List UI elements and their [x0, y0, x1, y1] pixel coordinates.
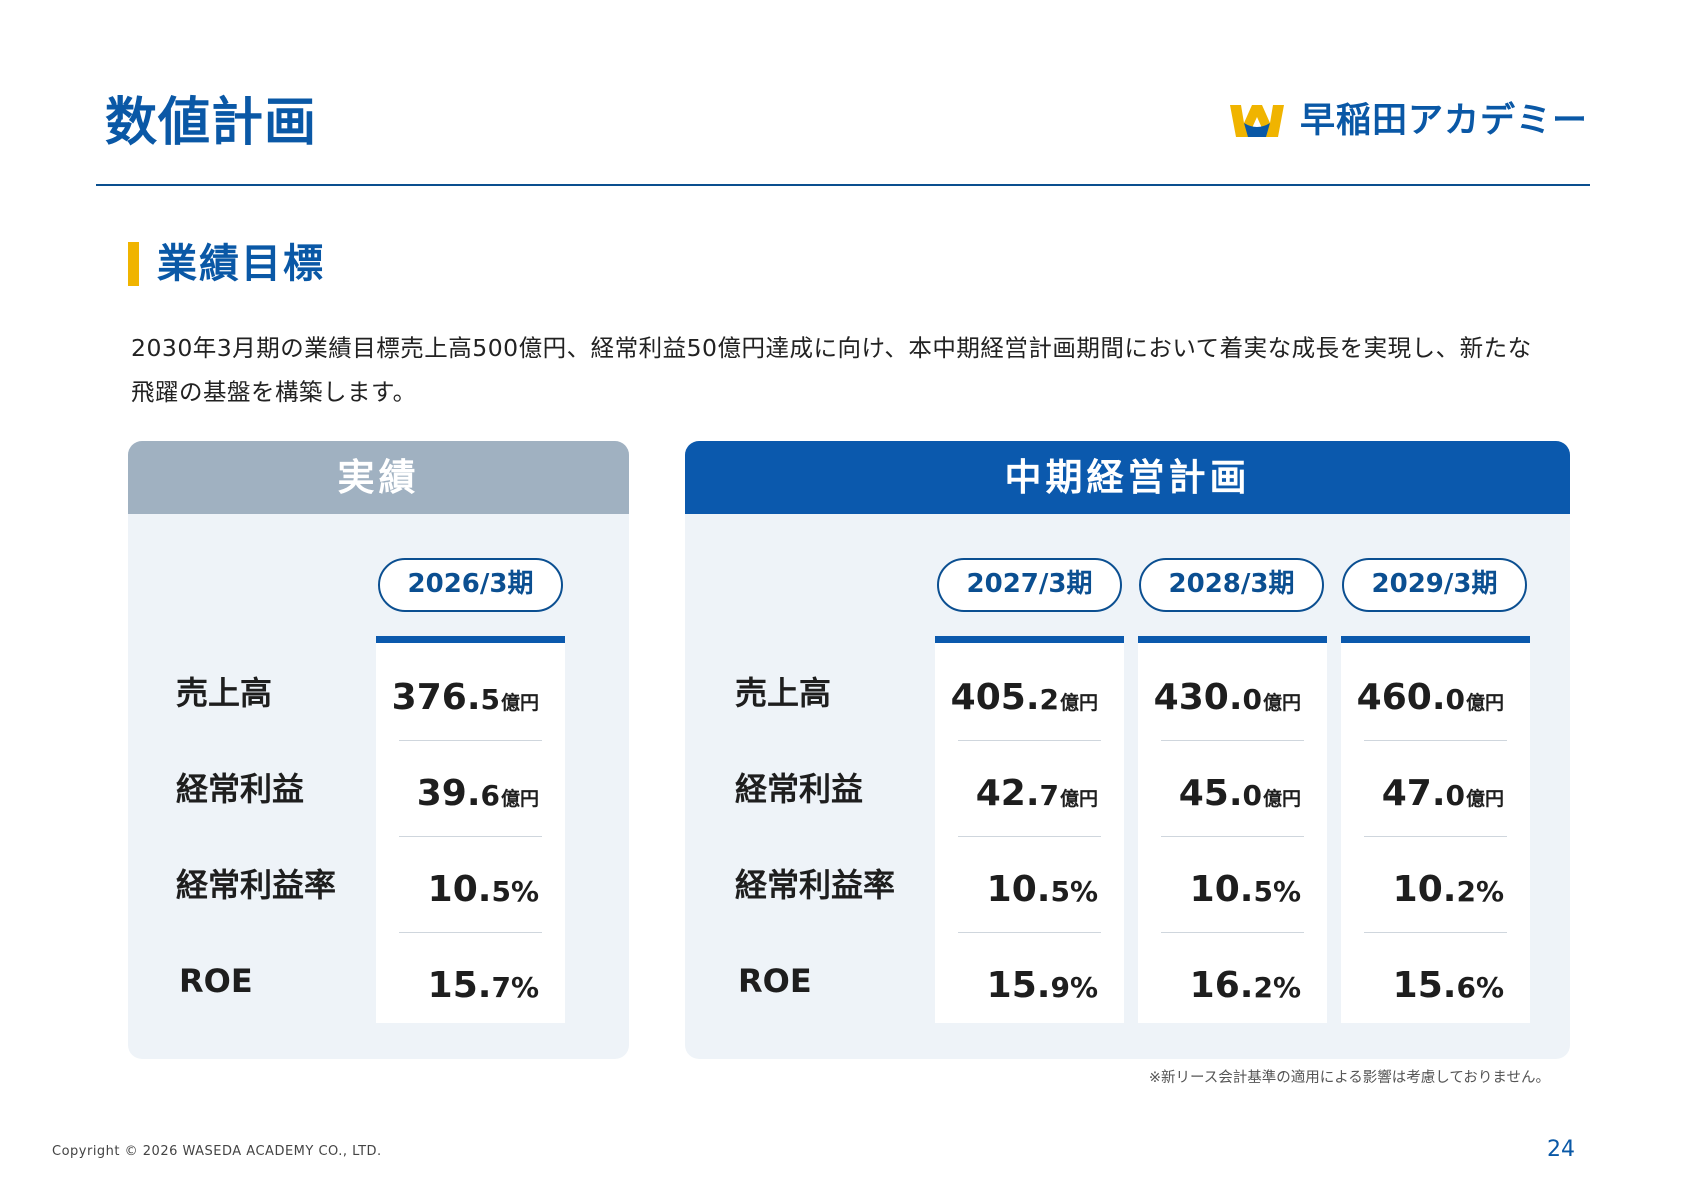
row-label-ordinary-margin: 経常利益率 [176, 866, 337, 904]
value-sales: 405. 2 億円 [950, 677, 1098, 718]
row-label-sales: 売上高 [176, 674, 273, 712]
row-label-ordinary-profit: 経常利益 [735, 770, 864, 808]
value-sales: 430. 0 億円 [1153, 677, 1301, 718]
plan-panel-heading: 中期経営計画 [685, 441, 1570, 514]
row-divider [958, 836, 1101, 837]
data-column: 376. 5 億円 39. 6 億円 10. 5% 15. 7% [376, 636, 565, 1023]
period-badge: 2028/3期 [1139, 558, 1324, 612]
row-label-ordinary-profit: 経常利益 [176, 770, 305, 808]
logo-text: 早稲田アカデミー [1300, 101, 1589, 141]
row-divider [1161, 836, 1304, 837]
value-roe: 15. 9% [986, 965, 1098, 1006]
row-divider [1364, 932, 1507, 933]
page-title: 数値計画 [105, 93, 318, 153]
copyright: Copyright © 2026 WASEDA ACADEMY CO., LTD… [52, 1144, 382, 1159]
row-label-sales: 売上高 [735, 674, 832, 712]
row-label-ordinary-margin: 経常利益率 [735, 866, 896, 904]
value-ordinary-margin: 10. 5% [1189, 869, 1301, 910]
value-ordinary-profit: 39. 6 億円 [416, 773, 539, 814]
header-divider [96, 184, 1590, 186]
data-column: 460. 0 億円 47. 0 億円 10. 2% 15. 6% [1341, 636, 1530, 1023]
value-ordinary-profit: 42. 7 億円 [975, 773, 1098, 814]
section-title: 業績目標 [157, 241, 325, 287]
row-divider [1364, 836, 1507, 837]
row-divider [1161, 740, 1304, 741]
period-badge: 2029/3期 [1342, 558, 1527, 612]
row-divider [399, 932, 542, 933]
waseda-logo-icon [1230, 105, 1284, 137]
row-divider [399, 836, 542, 837]
value-ordinary-profit: 47. 0 億円 [1381, 773, 1504, 814]
value-roe: 15. 6% [1392, 965, 1504, 1006]
data-column: 405. 2 億円 42. 7 億円 10. 5% 15. 9% [935, 636, 1124, 1023]
row-divider [1364, 740, 1507, 741]
row-divider [399, 740, 542, 741]
company-logo: 早稲田アカデミー [1228, 98, 1588, 144]
row-divider [958, 932, 1101, 933]
row-divider [958, 740, 1101, 741]
value-ordinary-margin: 10. 5% [986, 869, 1098, 910]
value-ordinary-profit: 45. 0 億円 [1178, 773, 1301, 814]
period-badge: 2027/3期 [937, 558, 1122, 612]
data-column: 430. 0 億円 45. 0 億円 10. 5% 16. 2% [1138, 636, 1327, 1023]
row-divider [1161, 932, 1304, 933]
value-sales: 460. 0 億円 [1356, 677, 1504, 718]
intro-text: 2030年3月期の業績目標売上高500億円、経常利益50億円達成に向け、本中期経… [131, 334, 1532, 406]
actual-panel-heading: 実績 [128, 441, 629, 514]
section-accent-bar [128, 242, 139, 286]
value-ordinary-margin: 10. 2% [1392, 869, 1504, 910]
period-badge: 2026/3期 [378, 558, 563, 612]
row-label-roe: ROE [738, 962, 812, 1000]
footnote: ※新リース会計基準の適用による影響は考慮しておりません。 [1148, 1070, 1550, 1086]
row-label-roe: ROE [179, 962, 253, 1000]
value-sales: 376. 5 億円 [391, 677, 539, 718]
page-number: 24 [1547, 1137, 1575, 1162]
value-ordinary-margin: 10. 5% [427, 869, 539, 910]
value-roe: 15. 7% [427, 965, 539, 1006]
value-roe: 16. 2% [1189, 965, 1301, 1006]
